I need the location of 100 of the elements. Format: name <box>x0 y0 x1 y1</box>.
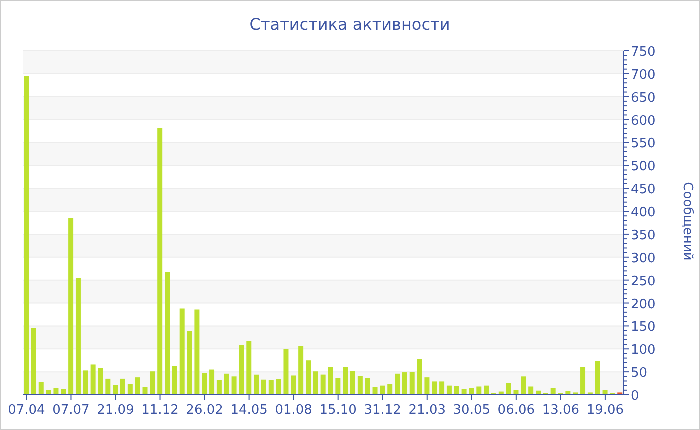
bar <box>595 361 600 395</box>
bar <box>343 367 348 395</box>
bar <box>76 278 81 395</box>
bar <box>365 378 370 395</box>
bar <box>38 382 44 395</box>
x-tick-label: 13.06 <box>542 403 580 418</box>
bar <box>120 378 126 395</box>
bar <box>291 376 296 395</box>
bar <box>268 380 274 395</box>
bar <box>61 389 66 395</box>
bar <box>276 379 282 395</box>
x-tick-label: 11.12 <box>142 403 179 418</box>
y-axis-title: Сообщений <box>680 182 694 260</box>
x-tick-label: 19.06 <box>586 403 624 418</box>
bar <box>358 376 363 395</box>
bar <box>135 378 140 395</box>
bar <box>580 367 586 395</box>
bar <box>150 372 156 395</box>
bar <box>484 386 490 395</box>
x-tick-label: 07.07 <box>52 403 90 418</box>
bar <box>380 386 386 395</box>
bar <box>216 380 222 395</box>
bar <box>336 378 341 395</box>
bar <box>328 367 334 395</box>
bar <box>424 378 430 395</box>
x-tick-label: 21.03 <box>408 403 446 418</box>
y-tick-label: 550 <box>631 136 656 152</box>
x-tick-label: 21.09 <box>97 403 134 418</box>
bar <box>432 382 438 395</box>
y-tick-label: 300 <box>631 251 656 266</box>
bar <box>187 331 192 395</box>
bar <box>158 128 163 395</box>
chart-title: Статистика активности <box>248 15 452 34</box>
y-tick-label: 350 <box>631 228 656 244</box>
bar <box>388 384 393 395</box>
y-tick-label: 0 <box>631 389 640 404</box>
bar <box>417 359 422 395</box>
bar <box>284 349 289 395</box>
bar <box>239 345 244 395</box>
bar <box>462 389 467 395</box>
y-tick-label: 500 <box>631 160 656 175</box>
x-tick-label: 30.05 <box>453 403 491 418</box>
bar <box>261 380 266 395</box>
bar <box>350 371 356 395</box>
y-tick-label: 450 <box>631 182 656 198</box>
bar <box>202 373 208 395</box>
bar <box>128 384 133 395</box>
bar <box>476 386 482 395</box>
bar <box>402 372 408 395</box>
bar <box>395 374 400 395</box>
y-tick-label: 600 <box>631 114 656 129</box>
bar <box>54 388 59 395</box>
x-tick-label: 31.12 <box>364 403 402 418</box>
bar <box>165 272 170 395</box>
bar <box>172 366 178 395</box>
bar <box>528 386 534 395</box>
bar <box>550 388 556 395</box>
y-tick-label: 250 <box>631 274 656 290</box>
y-tick-label: 700 <box>631 68 656 83</box>
bar <box>24 76 30 395</box>
x-tick-label: 07.04 <box>8 403 46 418</box>
y-tick-label: 650 <box>631 90 656 106</box>
bar <box>372 387 378 395</box>
x-tick-label: 01.08 <box>275 403 312 418</box>
bar <box>194 310 200 395</box>
bar <box>68 218 74 395</box>
bar <box>113 385 118 395</box>
bar <box>224 374 230 395</box>
bar <box>98 368 104 395</box>
bar <box>313 372 318 395</box>
bar <box>521 376 526 395</box>
bar <box>320 374 326 395</box>
bar <box>142 387 148 395</box>
bar <box>180 308 185 395</box>
bar <box>306 360 311 395</box>
bar <box>469 388 474 395</box>
bar <box>106 378 111 395</box>
bar <box>454 386 460 395</box>
x-tick-label: 06.06 <box>498 403 536 418</box>
y-tick-label: 150 <box>631 320 656 336</box>
bar <box>90 364 96 395</box>
x-tick-label: 14.05 <box>230 403 268 418</box>
y-tick-label: 50 <box>631 366 648 382</box>
bar <box>446 386 452 395</box>
bar <box>506 383 512 395</box>
x-tick-label: 15.10 <box>320 403 357 418</box>
bar <box>254 374 260 395</box>
bar <box>83 370 88 395</box>
bar <box>31 328 36 395</box>
y-tick-label: 100 <box>631 343 656 358</box>
bar <box>246 341 252 395</box>
bar <box>210 370 215 395</box>
bar <box>298 346 304 395</box>
bar <box>410 372 415 395</box>
y-tick-label: 200 <box>631 297 656 312</box>
bar <box>232 376 237 395</box>
y-tick-label: 400 <box>631 206 656 221</box>
bar <box>440 382 445 395</box>
y-tick-label: 750 <box>631 45 656 60</box>
x-tick-label: 26.02 <box>186 403 224 418</box>
